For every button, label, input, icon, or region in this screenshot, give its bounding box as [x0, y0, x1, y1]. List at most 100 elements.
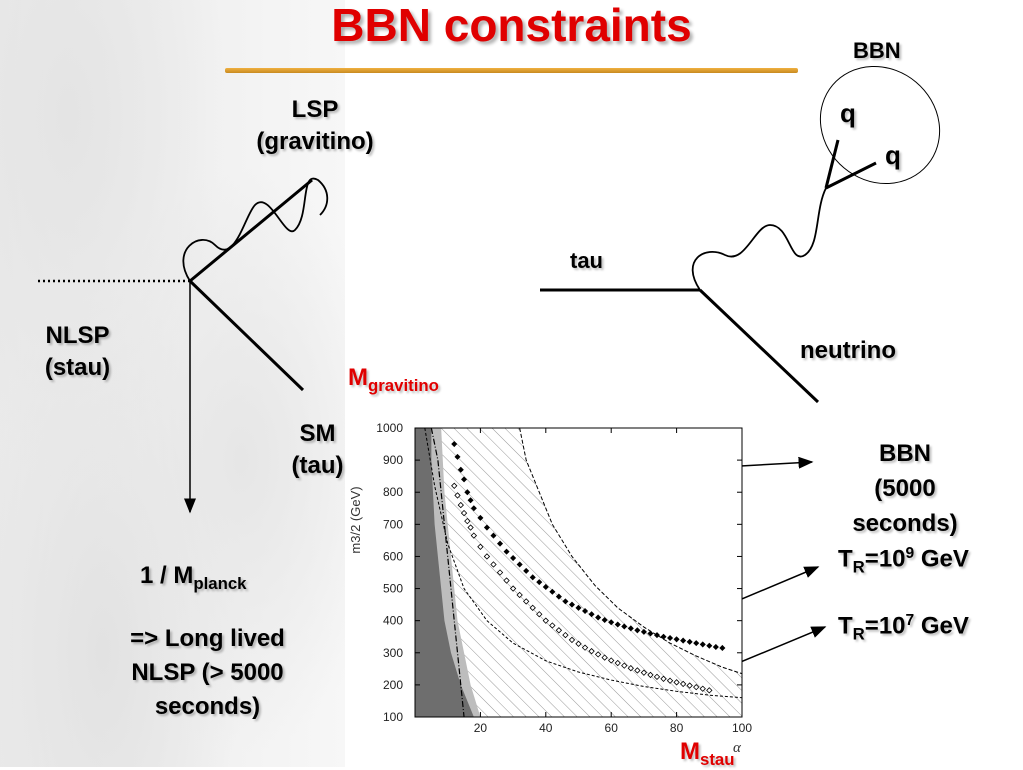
data-point-tr9	[523, 567, 530, 574]
data-point-tr9	[667, 634, 674, 642]
data-point-tr7	[581, 644, 589, 651]
y-axis-label: m3/2 (GeV)	[348, 486, 363, 553]
data-point-tr7	[516, 591, 523, 599]
bbn-header-label: BBN	[853, 38, 901, 63]
data-point-tr9	[464, 489, 471, 496]
data-point-tr9	[467, 497, 474, 504]
data-point-tr9	[461, 476, 468, 483]
data-point-tr9	[595, 614, 602, 621]
data-point-tr7	[634, 667, 641, 674]
data-point-tr9	[477, 514, 484, 521]
data-point-tr9	[647, 630, 654, 637]
data-point-tr9	[634, 627, 641, 634]
data-point-tr7	[608, 657, 615, 664]
data-point-tr9	[712, 643, 719, 651]
data-point-tr7	[490, 561, 497, 568]
quark-label-2: q	[885, 140, 901, 170]
data-point-tr9	[496, 540, 504, 547]
data-point-tr9	[542, 583, 549, 590]
data-point-tr9	[693, 640, 700, 647]
data-point-tr9	[503, 548, 510, 555]
data-point-tr7	[627, 665, 634, 672]
data-point-tr9	[470, 505, 477, 512]
data-point-tr9	[451, 441, 458, 448]
data-point-tr7	[467, 524, 474, 531]
data-point-tr7	[594, 651, 602, 658]
plot-frame	[414, 427, 743, 718]
data-point-tr9	[516, 561, 523, 568]
hatched-excluded-region	[431, 428, 742, 717]
data-point-tr7	[529, 604, 536, 611]
data-point-tr7	[575, 640, 582, 647]
data-point-tr9	[549, 588, 556, 595]
data-point-tr7	[601, 654, 608, 661]
data-point-tr7	[523, 598, 530, 605]
data-point-tr9	[601, 616, 608, 624]
sm-label: SM (tau)	[291, 420, 344, 479]
data-point-tr9	[653, 632, 661, 639]
data-point-tr7	[483, 553, 491, 560]
y-tick-label: 900	[383, 453, 403, 467]
data-point-tr7	[660, 675, 667, 682]
planck-label: 1 / Mplanck	[140, 562, 247, 593]
data-point-tr7	[549, 622, 556, 629]
data-point-tr9	[510, 555, 517, 562]
bbn-5000-label: BBN (5000 seconds)	[852, 440, 958, 537]
m-gravitino-label: Mgravitino	[348, 364, 439, 395]
nlsp-label: NLSP (stau)	[44, 322, 111, 381]
data-point-tr9	[490, 532, 497, 539]
quark-line-1	[824, 139, 840, 189]
data-point-tr9	[673, 636, 680, 643]
x-tick-label: 20	[474, 721, 488, 735]
dark-grey-band	[415, 428, 474, 717]
m-stau-label: Mstau	[680, 738, 735, 769]
data-point-tr7	[666, 677, 674, 684]
lower-dotted-curve	[424, 427, 743, 699]
data-point-tr9	[536, 579, 543, 586]
quark-line-2	[825, 161, 877, 190]
data-point-tr9	[660, 633, 667, 640]
data-point-tr9	[614, 621, 621, 628]
data-point-tr7	[496, 569, 504, 576]
data-point-tr7	[536, 611, 543, 618]
data-point-tr9	[454, 453, 461, 460]
lsp-label: LSP (gravitino)	[256, 96, 374, 155]
data-point-tr9	[562, 598, 569, 605]
gravitino-straight-line	[189, 178, 313, 283]
data-point-tr7	[647, 671, 654, 679]
data-point-tr9	[529, 574, 536, 581]
data-point-tr9	[706, 642, 713, 649]
data-point-tr9	[627, 625, 634, 632]
y-tick-label: 800	[383, 485, 403, 499]
data-point-tr9	[719, 644, 726, 651]
conclusion-text: => Long lived NLSP (> 5000 seconds)	[130, 625, 285, 720]
gravitino-wave	[182, 177, 329, 282]
y-tick-label: 300	[383, 646, 403, 660]
y-tick-label: 400	[383, 614, 403, 628]
data-point-tr9	[582, 608, 589, 615]
data-point-tr9	[483, 524, 490, 531]
data-point-tr9	[608, 619, 615, 626]
w-boson-wave	[691, 187, 827, 291]
data-point-tr7	[588, 648, 595, 655]
y-tick-label: 200	[383, 678, 403, 692]
data-point-tr9	[640, 628, 647, 635]
x-tick-label: 40	[539, 721, 553, 735]
tau-label: tau	[570, 248, 603, 273]
slide-title: BBN constraints	[331, 0, 692, 51]
data-point-tr7	[464, 517, 471, 525]
data-point-tr7	[509, 585, 517, 592]
data-point-tr9	[686, 638, 693, 645]
data-point-tr7	[562, 631, 569, 639]
x-tick-label: 100	[732, 721, 752, 735]
data-point-tr9	[680, 637, 687, 644]
data-point-tr7	[542, 617, 549, 624]
data-point-tr7	[693, 683, 700, 691]
y-tick-label: 1000	[376, 421, 403, 435]
data-point-tr9	[575, 604, 582, 611]
tr7-label: TR=107 GeV	[838, 612, 969, 644]
data-point-tr7	[686, 682, 693, 689]
y-tick-label: 100	[383, 710, 403, 724]
bbn-boundary-curve	[519, 427, 743, 675]
